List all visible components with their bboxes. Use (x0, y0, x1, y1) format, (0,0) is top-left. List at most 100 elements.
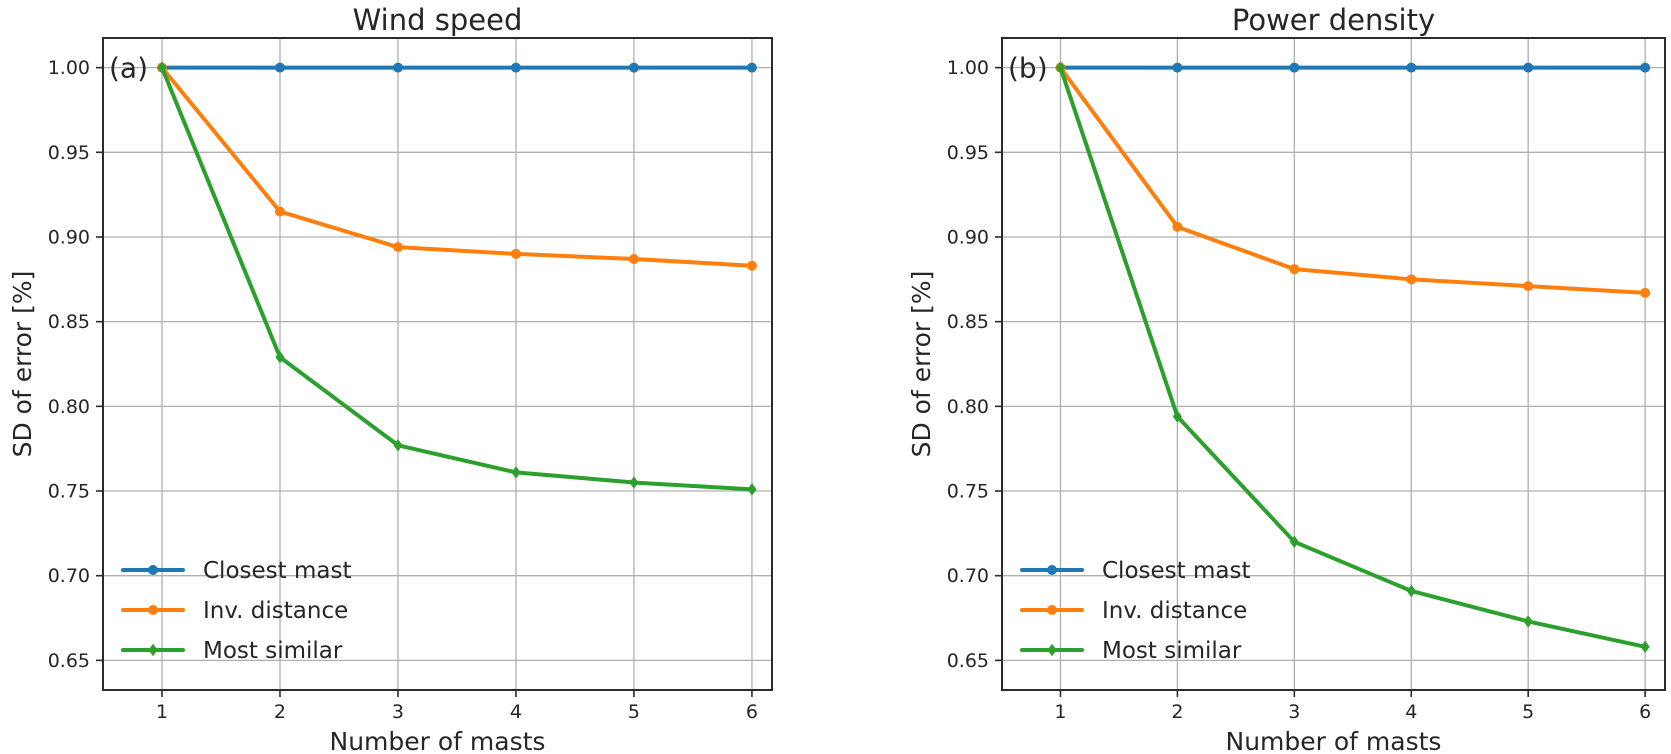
legend: Closest mast Inv. distance Most similar (121, 558, 351, 664)
series-most-similar-marker (629, 476, 639, 489)
series-inv-distance-marker (510, 248, 521, 259)
x-axis-label: Number of masts (1226, 727, 1442, 754)
series-closest-mast-marker (1523, 62, 1534, 73)
series-inv-distance-marker (1406, 274, 1417, 285)
y-tick-label: 0.75 (48, 481, 90, 503)
y-tick-label: 0.80 (947, 396, 989, 418)
legend: Closest mast Inv. distance Most similar (1020, 558, 1250, 664)
series-closest-mast-marker (510, 62, 521, 73)
x-tick-label: 5 (628, 701, 640, 723)
legend-closest-mast-marker (1047, 565, 1057, 575)
series-closest-mast-marker (1289, 62, 1300, 73)
series-inv-distance-marker (628, 254, 639, 265)
series-most-similar-line (159, 65, 754, 492)
y-tick-label: 1.00 (48, 57, 90, 79)
series-most-similar-marker (1055, 61, 1066, 74)
x-tick-label: 2 (1171, 701, 1183, 723)
x-axis-label: Number of masts (330, 727, 546, 754)
series-closest-mast-marker (746, 62, 757, 73)
legend-label: Closest mast (203, 558, 351, 584)
panel-letter: (b) (1008, 52, 1048, 85)
series-closest-mast-marker (1172, 62, 1183, 73)
legend-inv-distance-marker (1047, 605, 1057, 615)
series-inv-distance-line (159, 65, 754, 268)
x-tick-label: 5 (1522, 701, 1534, 723)
y-tick-label: 0.80 (48, 396, 90, 418)
legend-label: Most similar (203, 638, 343, 664)
y-tick-label: 0.85 (947, 311, 989, 333)
series-most-similar-marker (511, 466, 521, 479)
y-tick-label: 0.65 (947, 650, 989, 672)
y-tick-label: 1.00 (947, 57, 989, 79)
series-closest-mast-marker (1640, 62, 1651, 73)
series-inv-distance-line (1058, 65, 1648, 295)
legend-item-inv-distance: Inv. distance (1020, 598, 1247, 624)
series-most-similar-marker (1172, 410, 1182, 423)
legend-label: Most similar (1102, 638, 1242, 664)
y-tick-label: 0.70 (947, 565, 989, 587)
y-tick-label: 0.65 (48, 650, 90, 672)
x-tick-label: 4 (1405, 701, 1417, 723)
legend-inv-distance-marker (148, 605, 158, 615)
x-tick-label: 6 (746, 701, 758, 723)
series-inv-distance-marker (392, 242, 403, 253)
x-tick-label: 4 (510, 701, 522, 723)
legend-item-inv-distance: Inv. distance (121, 598, 348, 624)
legend-most-similar-marker (1047, 643, 1057, 657)
series-most-similar-marker (747, 483, 757, 496)
series-inv-distance-marker (274, 206, 285, 217)
series-inv-distance-marker (1640, 287, 1651, 298)
y-axis-label: SD of error [%] (907, 271, 936, 458)
series-most-similar-marker (1523, 615, 1533, 628)
legend-closest-mast-marker (148, 565, 158, 575)
legend-label: Inv. distance (203, 598, 348, 624)
y-tick-label: 0.70 (48, 565, 90, 587)
panel-title: Power density (1232, 3, 1435, 37)
y-tick-label: 0.75 (947, 481, 989, 503)
series-most-similar-marker (1640, 640, 1650, 654)
series-inv-distance-marker (1289, 264, 1300, 275)
axis-ticks (995, 66, 1646, 697)
y-tick-label: 0.85 (48, 311, 90, 333)
axes-frame (102, 37, 773, 691)
grid-lines (1002, 38, 1665, 690)
series-inv-distance-marker (1523, 281, 1534, 292)
y-tick-label: 0.95 (48, 142, 90, 164)
series-closest-mast-marker (628, 62, 639, 73)
series-most-similar-line (1058, 65, 1648, 649)
x-tick-label: 3 (392, 701, 404, 723)
legend-item-most-similar: Most similar (1020, 638, 1242, 664)
legend-label: Closest mast (1102, 558, 1250, 584)
x-tick-label: 2 (274, 701, 286, 723)
legend-item-closest-mast: Closest mast (1020, 558, 1250, 584)
y-axis-label: SD of error [%] (8, 271, 37, 458)
y-tick-label: 0.95 (947, 142, 989, 164)
panel-title: Wind speed (353, 3, 523, 37)
series-most-similar-marker (157, 61, 167, 74)
legend-label: Inv. distance (1102, 598, 1247, 624)
series-inv-distance-marker (1172, 221, 1183, 232)
series-closest-mast-marker (392, 62, 403, 73)
series-closest-mast-marker (274, 62, 285, 73)
series-inv-distance-marker (746, 260, 757, 271)
legend-item-closest-mast: Closest mast (121, 558, 351, 584)
x-tick-label: 1 (156, 701, 168, 723)
series-most-similar-marker (1406, 584, 1416, 598)
axes-frame (1001, 37, 1666, 691)
series-most-similar-marker (393, 439, 403, 452)
panel-letter: (a) (109, 52, 148, 85)
x-tick-label: 3 (1288, 701, 1300, 723)
series-most-similar-marker (1289, 535, 1299, 549)
x-tick-label: 1 (1054, 701, 1066, 723)
y-tick-label: 0.90 (48, 226, 90, 248)
x-tick-label: 6 (1639, 701, 1651, 723)
series-most-similar-marker (275, 351, 285, 364)
legend-most-similar-marker (148, 643, 158, 657)
y-tick-label: 0.90 (947, 226, 989, 248)
legend-item-most-similar: Most similar (121, 638, 343, 664)
series-closest-mast-marker (1406, 62, 1417, 73)
axis-ticks (96, 66, 753, 697)
